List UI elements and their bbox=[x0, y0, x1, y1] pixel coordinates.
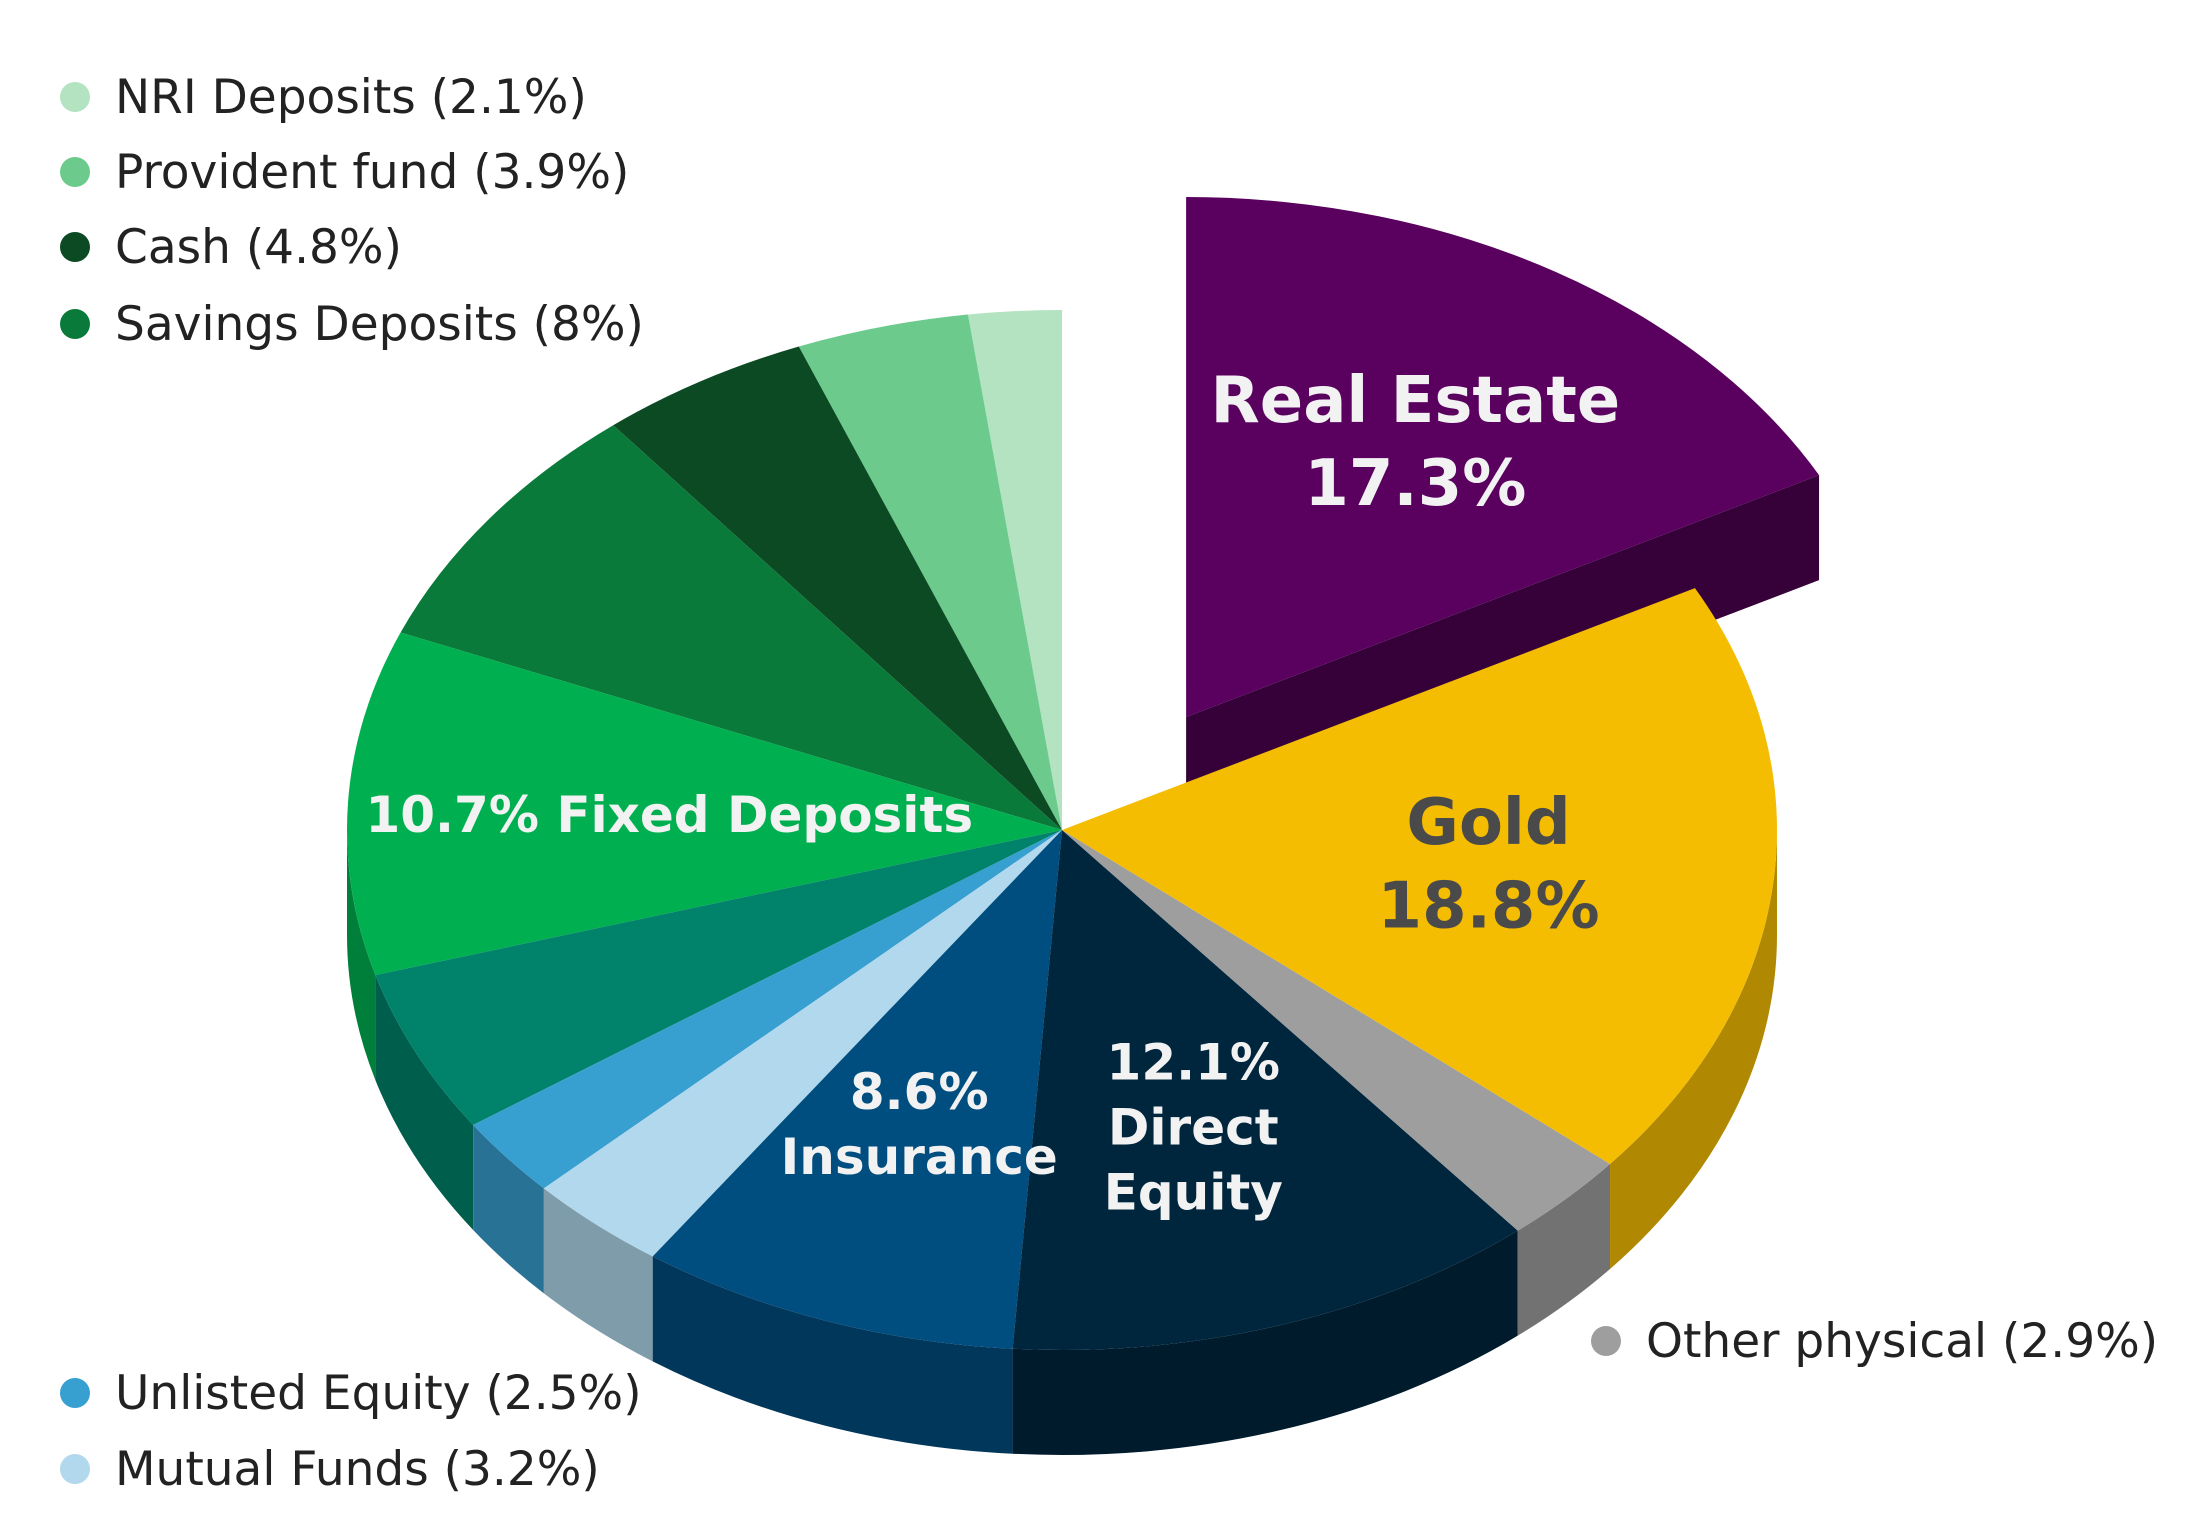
slice-savings-deposits bbox=[400, 425, 1062, 830]
slice-cash bbox=[613, 346, 1062, 830]
slice-side-unlisted-equity bbox=[473, 1124, 544, 1294]
slice-label-direct-equity: Direct bbox=[1108, 1099, 1279, 1157]
legend-item-cash: Cash (4.8%) bbox=[115, 220, 402, 275]
slice-insurance bbox=[652, 830, 1062, 1349]
slice-side-other-physical bbox=[1517, 1163, 1611, 1336]
slice-mutual-funds bbox=[543, 830, 1062, 1257]
slice-side-direct-equity bbox=[1012, 1230, 1518, 1456]
slice-label-direct-equity: 12.1% bbox=[1107, 1034, 1280, 1092]
slice-provident-fund bbox=[798, 314, 1062, 830]
legend-marker-other-physical bbox=[1591, 1326, 1621, 1356]
slice-direct-equity bbox=[1012, 830, 1518, 1351]
slice-label-gold: 18.8% bbox=[1378, 869, 1600, 943]
legend-marker-provident-fund bbox=[60, 157, 90, 187]
slice-unlabeled bbox=[375, 830, 1062, 1125]
slice-other-physical bbox=[1062, 830, 1611, 1231]
legend-item-unlisted-equity: Unlisted Equity (2.5%) bbox=[115, 1366, 642, 1421]
slice-side-fixed-deposits bbox=[347, 830, 376, 1081]
slice-nri-deposits bbox=[967, 310, 1062, 830]
pie-slices bbox=[347, 197, 1820, 1351]
legend-marker-savings-deposits bbox=[60, 309, 90, 339]
slice-side-mutual-funds bbox=[543, 1188, 653, 1362]
legend-marker-mutual-funds bbox=[60, 1454, 90, 1484]
slice-label-insurance: Insurance bbox=[781, 1128, 1058, 1186]
legend-marker-unlisted-equity bbox=[60, 1378, 90, 1408]
slice-side-insurance bbox=[652, 1256, 1013, 1454]
slice-label-direct-equity: Equity bbox=[1104, 1164, 1283, 1222]
slice-side-unlabeled bbox=[375, 975, 474, 1230]
slice-label-real-estate: 17.3% bbox=[1304, 447, 1526, 521]
slice-label-real-estate: Real Estate bbox=[1211, 364, 1621, 438]
slice-side-gold bbox=[1610, 830, 1778, 1269]
slice-label-fixed-deposits: 10.7% Fixed Deposits bbox=[365, 786, 973, 844]
legend-marker-cash bbox=[60, 232, 90, 262]
slice-gold bbox=[1062, 588, 1777, 1164]
slice-real-estate bbox=[1186, 197, 1820, 718]
legend-item-nri-deposits: NRI Deposits (2.1%) bbox=[115, 70, 587, 125]
legend-marker-nri-deposits bbox=[60, 82, 90, 112]
legend-item-savings-deposits: Savings Deposits (8%) bbox=[115, 297, 644, 352]
slice-unlisted-equity bbox=[473, 830, 1062, 1189]
slice-label-insurance: 8.6% bbox=[850, 1063, 989, 1121]
slice-label-gold: Gold bbox=[1406, 786, 1570, 860]
legend-item-other-physical: Other physical (2.9%) bbox=[1646, 1314, 2158, 1369]
legend-item-provident-fund: Provident fund (3.9%) bbox=[115, 145, 629, 200]
legend: NRI Deposits (2.1%) Provident fund (3.9%)… bbox=[60, 70, 2158, 1497]
slice-labels: 10.7% Fixed Deposits 8.6% Insurance 12.1% Di… bbox=[365, 364, 1620, 1222]
slice-fixed-deposits bbox=[347, 632, 1062, 976]
legend-item-mutual-funds: Mutual Funds (3.2%) bbox=[115, 1442, 600, 1497]
